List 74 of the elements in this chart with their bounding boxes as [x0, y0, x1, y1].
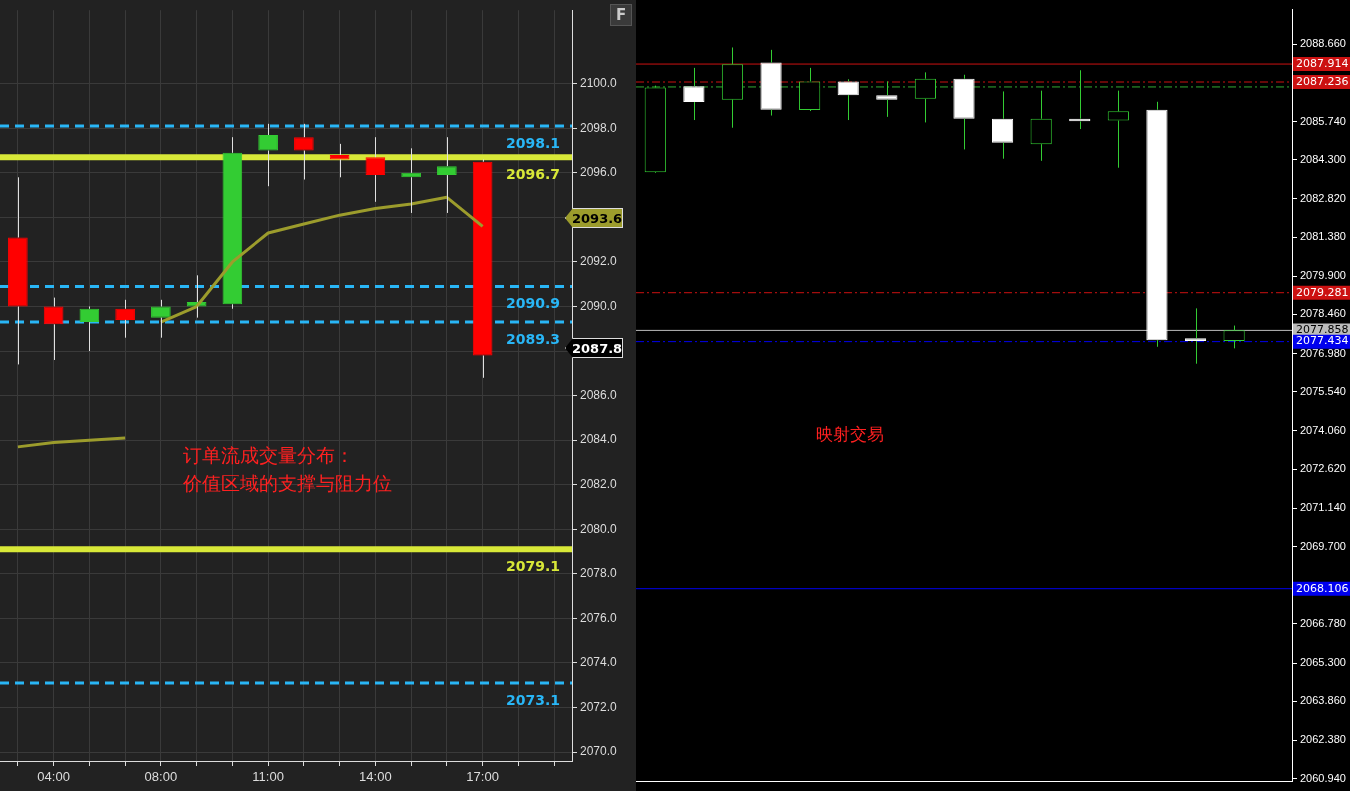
- y-tick-label: 2098.0: [580, 120, 618, 135]
- candlestick: [1223, 325, 1245, 349]
- ref-line-label: 2087.914: [1296, 56, 1349, 70]
- y-tick-label: 2090.0: [580, 298, 618, 313]
- ref-line-label: 2089.3: [505, 330, 560, 347]
- candlestick: [953, 74, 975, 150]
- candlestick: [683, 67, 705, 121]
- y-tick-label: 2062.380: [1300, 733, 1346, 746]
- candlestick: [914, 71, 937, 123]
- candlestick: [472, 158, 493, 379]
- x-tick-label: 14:00: [359, 769, 392, 785]
- y-tick-label: 2085.740: [1300, 114, 1346, 127]
- y-tick-label: 2082.0: [580, 477, 618, 492]
- y-tick-label: 2060.940: [1300, 771, 1346, 784]
- y-tick-label: 2072.0: [580, 699, 618, 714]
- y-tick-label: 2088.660: [1300, 37, 1346, 50]
- y-tick-label: 2066.780: [1300, 616, 1346, 629]
- ref-line-label: 2073.1: [505, 691, 560, 708]
- candlestick: [991, 90, 1014, 160]
- candlestick: [1107, 90, 1129, 169]
- ref-line-label: 2077.434: [1296, 334, 1349, 348]
- candlestick: [1146, 101, 1168, 348]
- y-tick-label: 2065.300: [1300, 656, 1346, 669]
- candlestick: [1030, 90, 1052, 162]
- y-tick-label: 2074.060: [1300, 424, 1346, 437]
- candlestick: [721, 46, 744, 129]
- y-tick-label: 2092.0: [580, 254, 618, 269]
- x-tick-label: 08:00: [144, 769, 178, 785]
- y-tick-label: 2084.300: [1300, 152, 1346, 165]
- ref-line-label: 2077.858: [1296, 323, 1349, 337]
- y-tick-label: 2074.0: [580, 655, 618, 670]
- candlestick: [437, 136, 457, 214]
- y-tick-label: 2078.460: [1300, 307, 1346, 320]
- candlestick: [837, 78, 859, 121]
- y-tick-label: 2079.900: [1300, 269, 1346, 282]
- x-tick-label: 04:00: [37, 769, 70, 785]
- price-tag: 2093.6: [565, 208, 623, 228]
- candlestick: [115, 299, 135, 339]
- y-tick-label: 2063.860: [1300, 694, 1346, 707]
- y-tick-label: 2070.0: [580, 744, 618, 759]
- y-tick-label: 2082.820: [1300, 192, 1346, 205]
- annotation: 价值区域的支撑与阻力位: [183, 471, 392, 496]
- y-tick-label: 2072.620: [1300, 462, 1346, 475]
- text: F: [610, 4, 632, 26]
- candlestick: [1184, 307, 1207, 365]
- y-tick-label: 2096.0: [580, 165, 618, 180]
- candlestick: [876, 80, 898, 118]
- ref-line-label: 2090.9: [505, 295, 560, 312]
- ref-line-label: 2079.1: [505, 557, 560, 574]
- ref-line-label: 2096.7: [505, 165, 560, 182]
- y-tick-label: 2084.0: [580, 432, 618, 447]
- x-tick-label: 11:00: [252, 769, 284, 785]
- ref-line-label: 2087.236: [1296, 74, 1349, 88]
- ref-line-label: 2098.1: [505, 134, 560, 151]
- y-tick-label: 2080.0: [580, 521, 618, 536]
- candlestick: [222, 136, 243, 310]
- y-tick-label: 2071.140: [1300, 501, 1346, 514]
- ref-line-label: 2079.281: [1296, 285, 1349, 299]
- y-tick-label: 2081.380: [1300, 230, 1346, 243]
- candlestick: [8, 176, 28, 365]
- y-tick-label: 2086.0: [580, 387, 618, 402]
- y-tick-label: 2069.700: [1300, 539, 1346, 552]
- candlestick: [151, 299, 171, 339]
- ref-line-label: 2068.106: [1296, 581, 1349, 595]
- y-tick-label: 2100.0: [580, 76, 618, 91]
- annotation: 订单流成交量分布：: [183, 443, 354, 468]
- y-tick-label: 2076.0: [580, 610, 618, 625]
- annotation: 映射交易: [816, 423, 884, 446]
- y-tick-label: 2078.0: [580, 566, 618, 581]
- x-tick-label: 17:00: [466, 769, 499, 785]
- y-tick-label: 2076.980: [1300, 346, 1346, 359]
- price-tag: 2087.8: [565, 338, 623, 358]
- candlestick: [760, 49, 782, 117]
- y-tick-label: 2075.540: [1300, 384, 1346, 397]
